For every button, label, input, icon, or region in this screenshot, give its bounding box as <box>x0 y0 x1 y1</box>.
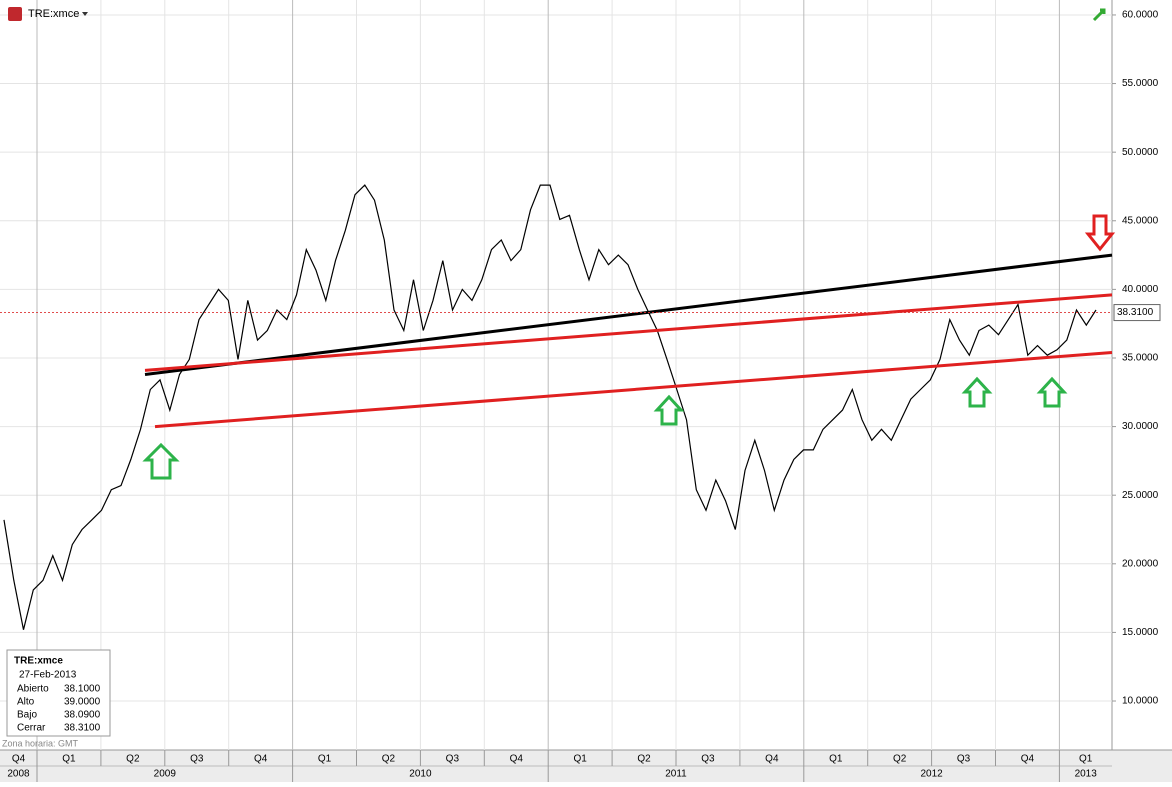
info-rows: Abierto 38.1000 Alto 39.0000 Bajo 38.0900 Cerr… <box>17 684 101 734</box>
info-symbol: TRE:xmce <box>14 656 63 667</box>
info-label: Bajo <box>17 710 37 721</box>
last-price-label: 38.3100 <box>1117 307 1154 318</box>
dropdown-arrow[interactable] <box>82 12 88 16</box>
x-quarter-label: Q3 <box>190 754 204 765</box>
info-value: 39.0000 <box>64 697 101 708</box>
y-tick-label: 35.0000 <box>1122 353 1159 364</box>
plot <box>0 184 1113 630</box>
x-quarter-label: Q4 <box>510 754 524 765</box>
x-quarter-label: Q1 <box>573 754 587 765</box>
grid <box>0 0 1112 750</box>
x-quarter-label: Q2 <box>126 754 140 765</box>
y-tick-label: 15.0000 <box>1122 627 1159 638</box>
symbol-title[interactable]: TRE:xmce <box>28 8 79 20</box>
x-quarter-label: Q3 <box>446 754 460 765</box>
x-quarter-label: Q1 <box>829 754 843 765</box>
info-value: 38.1000 <box>64 684 101 695</box>
x-quarter-label: Q1 <box>318 754 332 765</box>
x-quarter-label: Q1 <box>62 754 76 765</box>
up-arrow <box>653 394 685 426</box>
down-arrow <box>1084 214 1116 252</box>
y-tick-label: 55.0000 <box>1122 78 1159 89</box>
last-price-box <box>1113 304 1161 322</box>
y-tick-label: 40.0000 <box>1122 284 1159 295</box>
y-tick-label: 45.0000 <box>1122 215 1159 226</box>
info-date: 27-Feb-2013 <box>19 670 77 681</box>
symbol-icon <box>8 7 22 21</box>
trend-line <box>144 293 1113 372</box>
x-quarter-label: Q4 <box>1021 754 1035 765</box>
info-value: 38.3100 <box>64 723 101 734</box>
y-tick-label: 20.0000 <box>1122 558 1159 569</box>
up-arrows <box>142 376 1068 480</box>
x-quarter-label: Q3 <box>701 754 715 765</box>
x-year-label: 2008 <box>7 769 30 780</box>
x-quarter-label: Q1 <box>1079 754 1093 765</box>
info-label: Alto <box>17 697 35 708</box>
price-line <box>3 184 1097 630</box>
x-year-label: 2013 <box>1075 769 1098 780</box>
x-quarter-label: Q2 <box>637 754 651 765</box>
trend-icon <box>1092 8 1106 22</box>
x-year-label: 2012 <box>920 769 943 780</box>
info-box <box>6 649 111 737</box>
trend-line <box>154 351 1113 429</box>
x-quarter-label: Q4 <box>254 754 268 765</box>
x-quarter-label: Q3 <box>957 754 971 765</box>
y-tick-label: 60.0000 <box>1122 10 1159 21</box>
info-value: 38.0900 <box>64 710 101 721</box>
x-quarter-label: Q2 <box>382 754 396 765</box>
x-quarter-label: Q2 <box>893 754 907 765</box>
y-tick-label: 25.0000 <box>1122 490 1159 501</box>
trend-line <box>144 253 1113 376</box>
x-quarter-label: Q4 <box>12 754 26 765</box>
up-arrow <box>142 442 180 480</box>
info-label: Abierto <box>17 684 49 695</box>
info-label: Cerrar <box>17 723 46 734</box>
up-arrow <box>961 376 993 408</box>
up-arrow <box>1036 376 1068 408</box>
timezone: Zona horaria: GMT <box>2 738 79 748</box>
x-year-label: 2010 <box>409 769 432 780</box>
y-tick-label: 10.0000 <box>1122 696 1159 707</box>
x-year-label: 2011 <box>665 769 687 780</box>
x-quarter-label: Q4 <box>765 754 779 765</box>
y-tick-label: 30.0000 <box>1122 421 1159 432</box>
x-year-label: 2009 <box>154 769 177 780</box>
y-tick-label: 50.0000 <box>1122 147 1159 158</box>
